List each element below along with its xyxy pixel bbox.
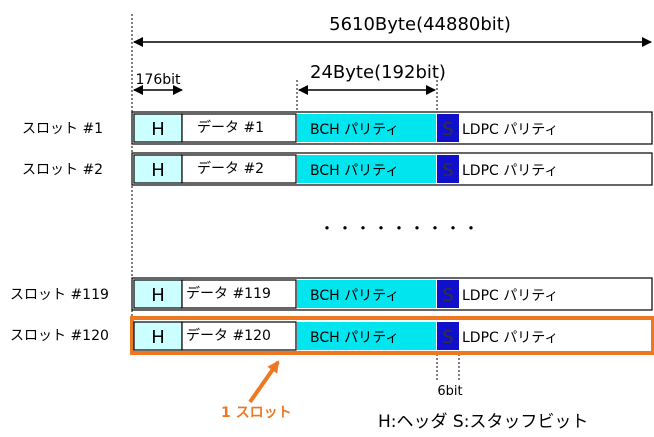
bch-parity-label: BCH パリティ bbox=[310, 330, 399, 346]
slot-label: スロット #120 bbox=[10, 328, 109, 344]
header-letter: H bbox=[151, 327, 165, 348]
ldpc-parity-label: LDPC パリティ bbox=[462, 288, 558, 304]
data-field bbox=[181, 279, 297, 309]
header-size-label: 176bit bbox=[136, 72, 181, 88]
bch-parity-field bbox=[297, 280, 436, 308]
slot-row: スロット #2 H データ #2 BCH パリティ S LDPC パリティ bbox=[22, 152, 653, 186]
stuff-bit-field bbox=[437, 322, 459, 350]
slot-label: スロット #1 bbox=[22, 121, 103, 137]
bch-size-label: 24Byte(192bit) bbox=[310, 62, 446, 83]
data-field bbox=[181, 113, 297, 143]
legend: H:ヘッダ S:スタッフビット bbox=[378, 412, 588, 432]
data-field-label: データ #120 bbox=[186, 327, 271, 344]
header-letter: H bbox=[151, 160, 165, 181]
slot-label: スロット #2 bbox=[22, 162, 103, 178]
header-letter: H bbox=[151, 285, 165, 306]
slot-row: スロット #119 H データ #119 BCH パリティ S LDPC パリテ… bbox=[10, 277, 653, 311]
omitted-slots-ellipsis: ・・・・・・・・・ bbox=[319, 219, 481, 238]
total-size-label: 5610Byte(44880bit) bbox=[329, 14, 511, 35]
stuff-bit-field bbox=[437, 114, 459, 142]
stuff-bit-letter: S bbox=[442, 160, 453, 181]
bch-parity-label: BCH パリティ bbox=[310, 122, 399, 138]
ldpc-parity-label: LDPC パリティ bbox=[462, 330, 558, 346]
stuff-bit-field bbox=[437, 280, 459, 308]
stuff-bit-field bbox=[437, 155, 459, 183]
data-field-label: データ #2 bbox=[197, 160, 264, 177]
data-field bbox=[181, 154, 297, 184]
header-field bbox=[133, 321, 183, 351]
bch-parity-label: BCH パリティ bbox=[310, 288, 399, 304]
bch-parity-field bbox=[297, 322, 436, 350]
stuff-size-label: 6bit bbox=[437, 384, 462, 399]
slot-callout-arrow bbox=[248, 360, 280, 404]
slot-label: スロット #119 bbox=[10, 287, 109, 303]
data-field bbox=[181, 321, 297, 351]
bch-parity-label: BCH パリティ bbox=[310, 163, 399, 179]
ldpc-parity-label: LDPC パリティ bbox=[462, 163, 558, 179]
slot-row-highlighted: スロット #120 H データ #120 BCH パリティ S LDPC パリテ… bbox=[10, 316, 654, 355]
data-field-label: データ #119 bbox=[186, 285, 271, 302]
stuff-bit-letter: S bbox=[442, 327, 453, 348]
stuff-bit-letter: S bbox=[442, 285, 453, 306]
header-field bbox=[133, 154, 183, 184]
header-field bbox=[133, 113, 183, 143]
stuff-bit-letter: S bbox=[442, 119, 453, 140]
slot-row: スロット #1 H データ #1 BCH パリティ S LDPC パリティ bbox=[22, 111, 653, 145]
bch-parity-field bbox=[297, 114, 436, 142]
bch-parity-field bbox=[297, 155, 436, 183]
slot-callout-label: 1 スロット bbox=[221, 405, 292, 421]
data-field-label: データ #1 bbox=[197, 119, 264, 136]
ldpc-parity-label: LDPC パリティ bbox=[462, 122, 558, 138]
header-letter: H bbox=[151, 119, 165, 140]
